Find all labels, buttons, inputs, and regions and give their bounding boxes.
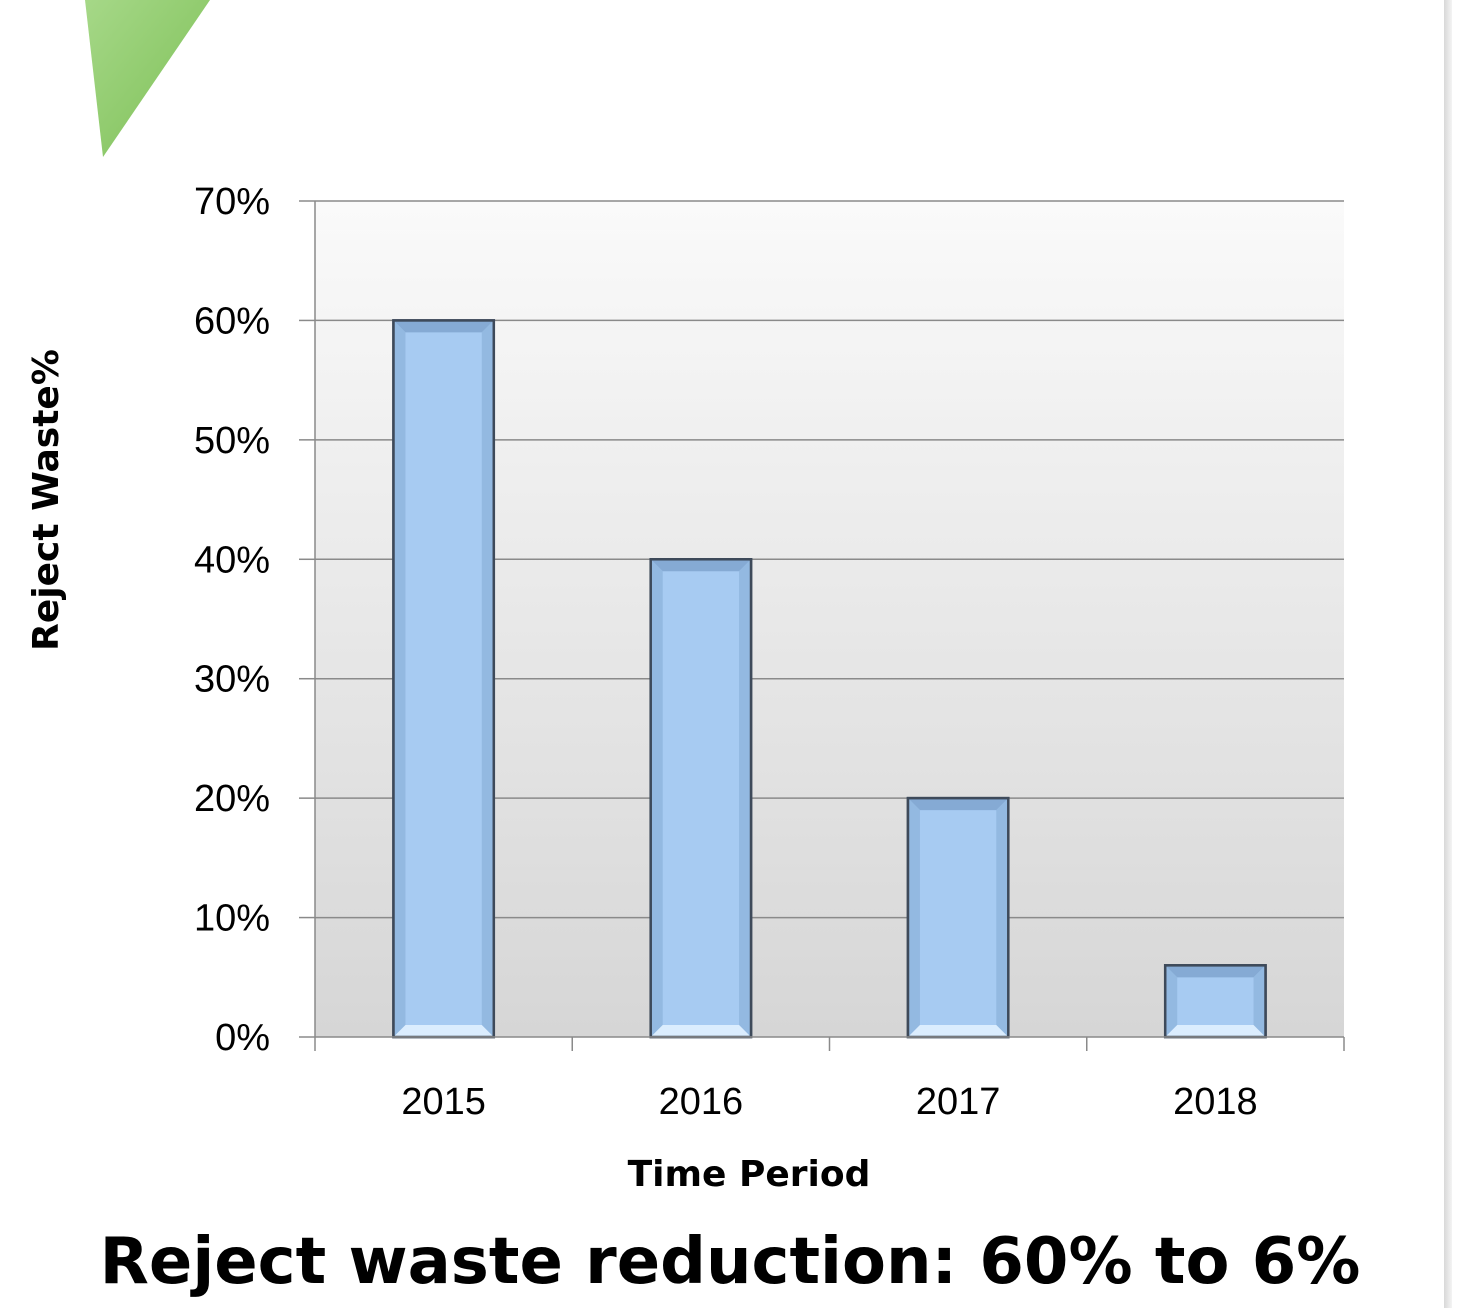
bar-body	[906, 796, 1010, 1039]
x-tick-label: 2018	[1173, 1081, 1258, 1123]
bar	[392, 319, 496, 1039]
bar-bevel-bottom	[907, 1025, 1009, 1037]
y-tick-label: 0%	[215, 1017, 270, 1059]
bar-bevel-right	[481, 320, 494, 1037]
bar-bevel-right	[996, 798, 1009, 1037]
bar-bevel-top	[650, 559, 752, 572]
bar-bevel-left	[907, 798, 920, 1037]
y-tick-label: 60%	[194, 300, 270, 342]
y-axis-ticks: 0% 10% 20% 30% 40% 50% 60% 70%	[194, 181, 315, 1059]
bar-bevel-left	[393, 320, 406, 1037]
bar	[1163, 964, 1267, 1039]
bar-bevel-bottom	[650, 1025, 752, 1037]
right-edge-shadow	[1444, 0, 1452, 1308]
y-tick-label: 50%	[194, 420, 270, 462]
y-axis-title: Reject Waste%	[26, 349, 67, 651]
bar-bevel-right	[1253, 965, 1266, 1037]
x-axis-ticks: 2015 2016 2017 2018	[314, 1037, 1345, 1123]
bar-bevel-right	[739, 559, 752, 1037]
bar-body	[392, 319, 496, 1039]
bar-body	[649, 558, 753, 1039]
y-tick-label: 70%	[194, 181, 270, 223]
bars	[392, 319, 1267, 1039]
bar-bevel-bottom	[1165, 1025, 1266, 1037]
y-tick-label: 10%	[194, 898, 270, 940]
caption: Reject waste reduction: 60% to 6%	[99, 1225, 1361, 1299]
y-tick-label: 40%	[194, 539, 270, 581]
x-axis-title: Time Period	[628, 1154, 871, 1195]
x-tick-label: 2015	[401, 1081, 486, 1123]
bar-bevel-bottom	[393, 1025, 494, 1037]
bar	[649, 558, 753, 1039]
x-tick-label: 2017	[916, 1081, 1001, 1123]
bar-bevel-top	[1165, 965, 1266, 978]
bar-bevel-top	[907, 798, 1009, 811]
corner-triangle-decoration	[85, 0, 210, 157]
bar-bevel-top	[393, 320, 494, 333]
bar-bevel-left	[650, 559, 663, 1037]
x-tick-label: 2016	[659, 1081, 744, 1123]
bar	[906, 796, 1010, 1039]
bar-bevel-left	[1165, 965, 1178, 1037]
y-tick-label: 20%	[194, 778, 270, 820]
y-tick-label: 30%	[194, 659, 270, 701]
